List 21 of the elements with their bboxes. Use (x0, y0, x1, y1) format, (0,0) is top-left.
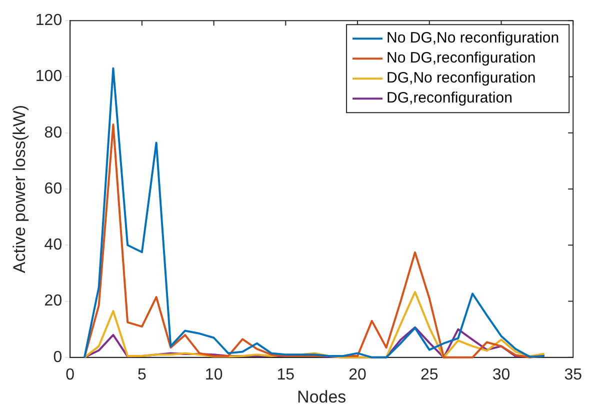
x-tick-label: 20 (348, 366, 367, 384)
y-tick-label: 20 (44, 292, 62, 310)
y-axis-title: Active power loss(kW) (10, 104, 29, 274)
x-tick-label: 5 (138, 366, 146, 384)
legend-label: DG,reconfiguration (386, 90, 512, 107)
x-axis-title: Nodes (297, 387, 346, 406)
legend-label: No DG,reconfiguration (386, 50, 536, 67)
legend-label: No DG,No reconfiguration (386, 30, 560, 47)
y-tick-label: 120 (35, 12, 62, 30)
legend-label: DG,No reconfiguration (386, 70, 536, 87)
y-tick-label: 0 (53, 348, 62, 366)
y-tick-label: 60 (44, 180, 62, 198)
x-tick-label: 35 (564, 366, 582, 384)
x-tick-label: 25 (420, 366, 438, 384)
x-tick-label: 0 (66, 366, 75, 384)
y-tick-label: 80 (44, 124, 62, 142)
y-tick-label: 40 (44, 236, 62, 254)
x-tick-label: 15 (276, 366, 295, 384)
x-tick-label: 30 (492, 366, 510, 384)
y-tick-label: 100 (35, 68, 62, 86)
x-tick-label: 10 (204, 366, 223, 384)
